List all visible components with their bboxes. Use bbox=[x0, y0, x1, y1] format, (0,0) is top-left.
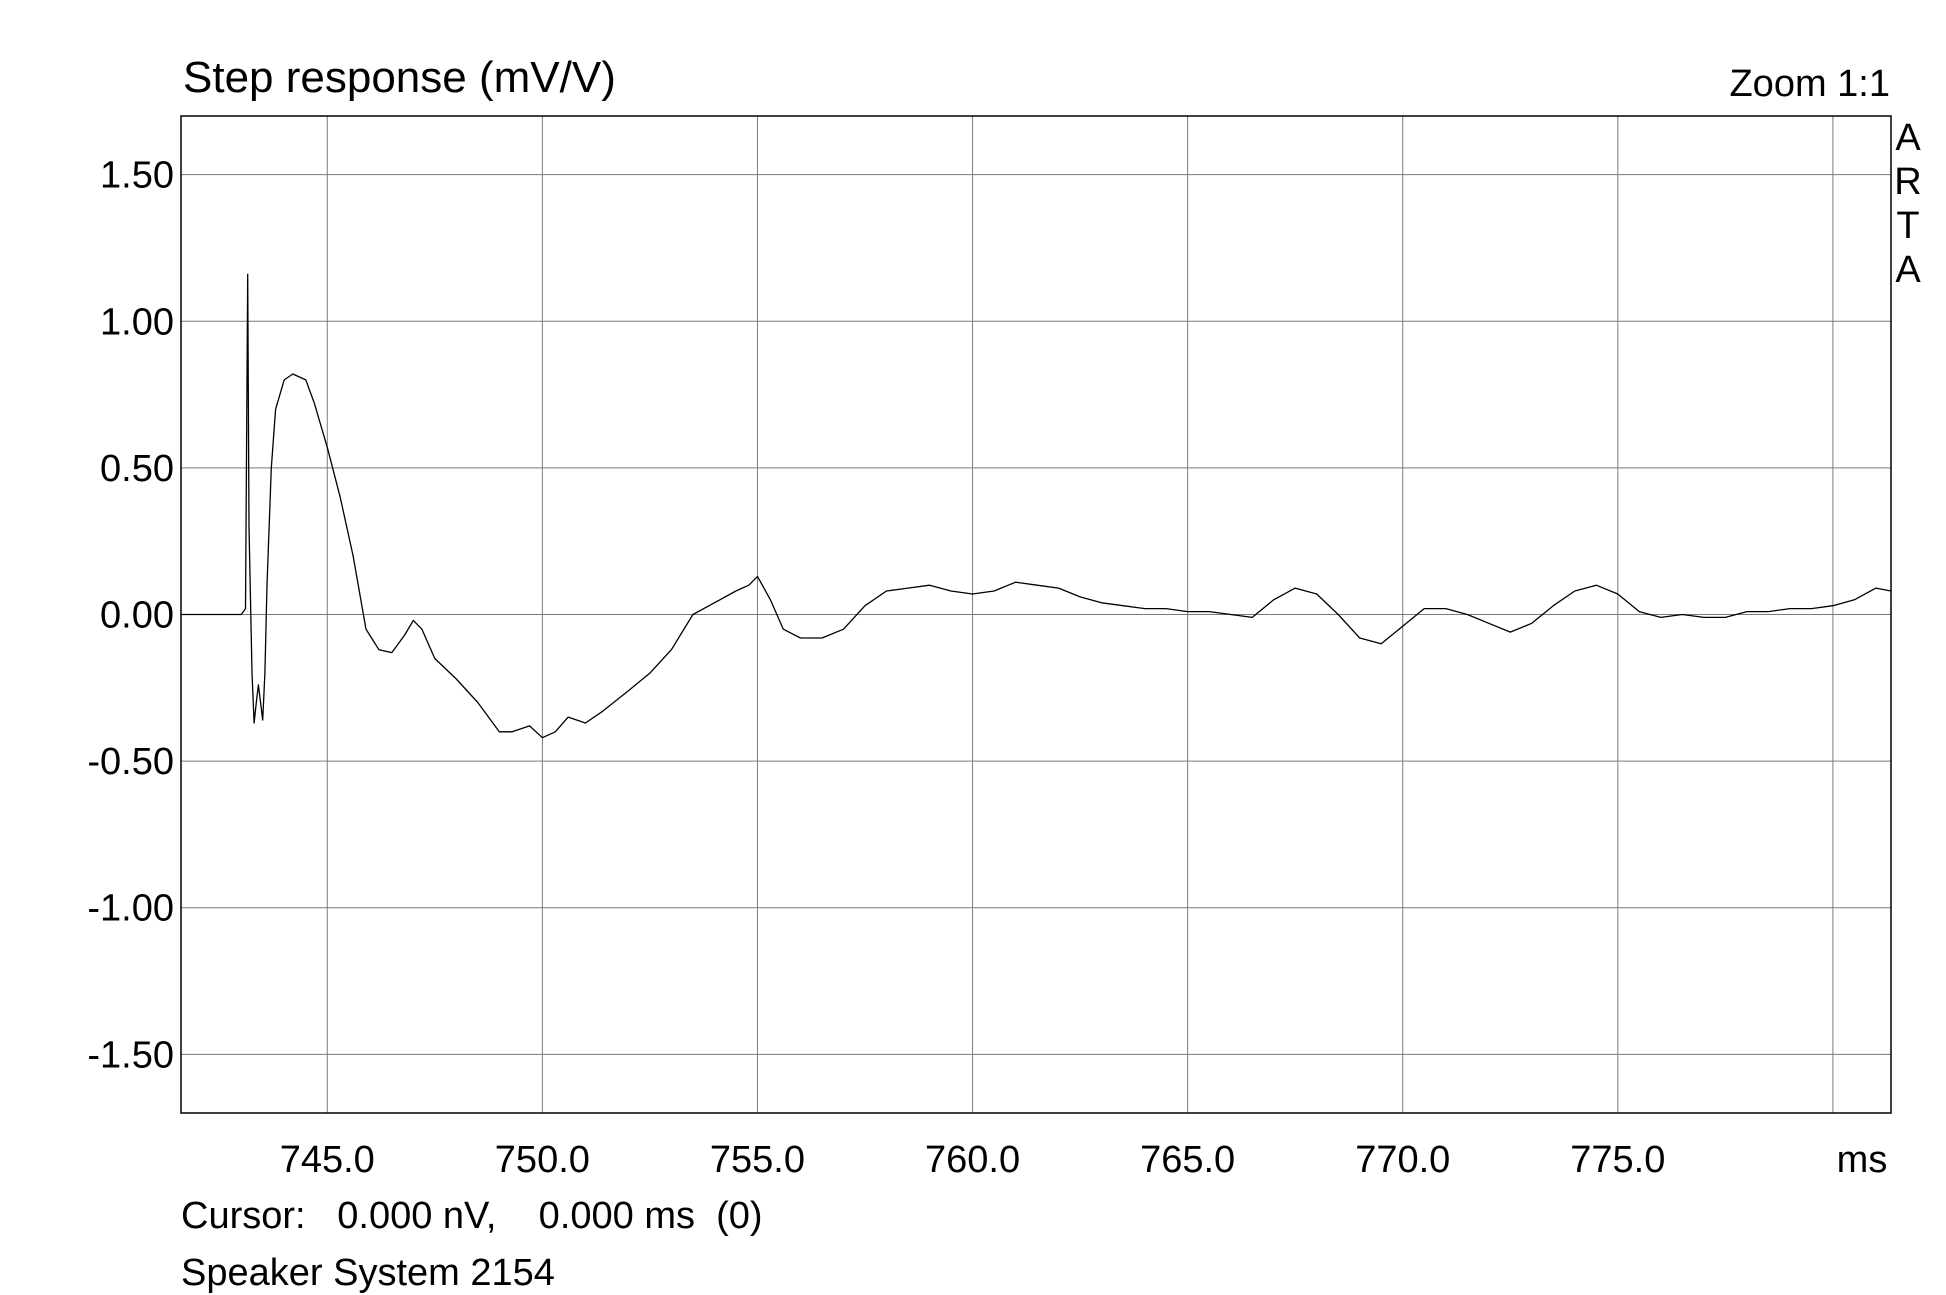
x-tick-label: 760.0 bbox=[925, 1139, 1020, 1181]
x-tick-label: 765.0 bbox=[1140, 1139, 1235, 1181]
step-response-trace bbox=[181, 273, 1892, 739]
x-tick-label: 750.0 bbox=[495, 1139, 590, 1181]
watermark-letter: R bbox=[1894, 161, 1921, 203]
y-tick-label: -0.50 bbox=[87, 741, 174, 783]
cursor-readout: Cursor: 0.000 nV, 0.000 ms (0) bbox=[181, 1195, 763, 1237]
y-tick-label: 1.50 bbox=[100, 155, 174, 197]
zoom-label[interactable]: Zoom 1:1 bbox=[1729, 63, 1890, 105]
x-axis-label: ms bbox=[1837, 1139, 1888, 1181]
y-tick-labels: 1.50 1.00 0.50 0.00 -0.50 -1.00 -1.50 bbox=[87, 155, 174, 1077]
watermark-letter: A bbox=[1895, 117, 1921, 159]
x-tick-label: 775.0 bbox=[1570, 1139, 1665, 1181]
y-tick-label: 1.00 bbox=[100, 301, 174, 343]
chart-caption: Speaker System 2154 bbox=[181, 1252, 555, 1294]
x-tick-label: 745.0 bbox=[280, 1139, 375, 1181]
plot-frame bbox=[180, 115, 1892, 1114]
horizontal-gridlines bbox=[181, 174, 1891, 1055]
y-tick-label: -1.50 bbox=[87, 1034, 174, 1076]
y-tick-label: -1.00 bbox=[87, 888, 174, 930]
x-tick-label: 755.0 bbox=[710, 1139, 805, 1181]
watermark-letter: T bbox=[1896, 205, 1919, 247]
watermark-letter: A bbox=[1895, 249, 1921, 291]
y-tick-label: 0.50 bbox=[100, 448, 174, 490]
series-layer bbox=[181, 273, 1892, 739]
y-tick-label: 0.00 bbox=[100, 595, 174, 637]
x-tick-label: 770.0 bbox=[1355, 1139, 1450, 1181]
x-tick-labels: 745.0 750.0 755.0 760.0 765.0 770.0 775.0 bbox=[280, 1139, 1666, 1181]
chart-title: Step response (mV/V) bbox=[183, 53, 616, 102]
